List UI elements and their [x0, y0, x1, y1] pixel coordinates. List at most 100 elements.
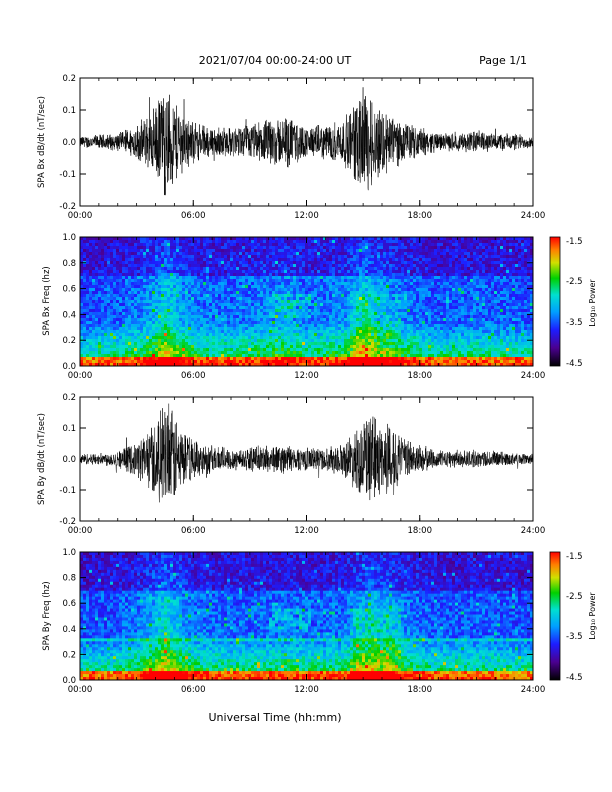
heatmap-cell	[290, 285, 294, 289]
heatmap-cell	[380, 336, 384, 340]
heatmap-cell	[227, 318, 231, 322]
heatmap-cell	[257, 312, 261, 316]
heatmap-cell	[254, 315, 258, 319]
heatmap-cell	[347, 336, 351, 340]
heatmap-cell	[203, 276, 207, 280]
heatmap-cell	[251, 243, 255, 247]
heatmap-cell	[212, 309, 216, 313]
heatmap-cell	[383, 321, 387, 325]
heatmap-cell	[200, 267, 204, 271]
heatmap-cell	[419, 279, 423, 283]
heatmap-cell	[119, 342, 123, 346]
heatmap-cell	[335, 318, 339, 322]
heatmap-cell	[236, 246, 240, 250]
heatmap-cell	[254, 255, 258, 259]
x-tick-label: 06:00	[181, 211, 206, 221]
heatmap-cell	[401, 273, 405, 277]
heatmap-cell	[227, 309, 231, 313]
heatmap-cell	[371, 324, 375, 328]
heatmap-cell	[116, 306, 120, 310]
heatmap-cell	[305, 291, 309, 295]
heatmap-cell	[404, 264, 408, 268]
heatmap-cell	[368, 240, 372, 244]
heatmap-cell	[416, 294, 420, 298]
heatmap-cell	[113, 252, 117, 256]
heatmap-cell	[386, 243, 390, 247]
heatmap-cell	[161, 312, 165, 316]
heatmap-cell	[401, 354, 405, 358]
heatmap-cell	[275, 357, 279, 361]
heatmap-cell	[383, 291, 387, 295]
heatmap-cell	[359, 309, 363, 313]
y-tick-label: -0.1	[59, 170, 76, 180]
heatmap-cell	[287, 297, 291, 301]
heatmap-cell	[191, 279, 195, 283]
heatmap-cell	[188, 351, 192, 355]
heatmap-cell	[386, 342, 390, 346]
heatmap-cell	[191, 336, 195, 340]
heatmap-cell	[275, 285, 279, 289]
heatmap-cell	[209, 285, 213, 289]
heatmap-cell	[185, 360, 189, 364]
heatmap-cell	[224, 267, 228, 271]
heatmap-cell	[218, 282, 222, 286]
heatmap-cell	[239, 282, 243, 286]
heatmap-cell	[353, 309, 357, 313]
heatmap-cell	[164, 240, 168, 244]
heatmap-cell	[338, 342, 342, 346]
heatmap-cell	[368, 246, 372, 250]
heatmap-cell	[194, 249, 198, 253]
heatmap-cell	[122, 357, 126, 361]
heatmap-cell	[413, 240, 417, 244]
heatmap-cell	[317, 249, 321, 253]
heatmap-cell	[314, 315, 318, 319]
heatmap-cell	[203, 288, 207, 292]
heatmap-cell	[326, 276, 330, 280]
heatmap-cell	[362, 237, 366, 241]
heatmap-cell	[377, 288, 381, 292]
heatmap-cell	[338, 288, 342, 292]
heatmap-cell	[170, 291, 174, 295]
heatmap-cell	[263, 255, 267, 259]
heatmap-cell	[269, 297, 273, 301]
heatmap-cell	[401, 294, 405, 298]
heatmap-cell	[362, 288, 366, 292]
heatmap-cell	[200, 321, 204, 325]
heatmap-cell	[146, 327, 150, 331]
heatmap-cell	[281, 282, 285, 286]
heatmap-cell	[311, 363, 315, 367]
heatmap-cell	[95, 318, 99, 322]
heatmap-cell	[164, 273, 168, 277]
heatmap-cell	[383, 258, 387, 262]
heatmap-cell	[98, 240, 102, 244]
heatmap-cell	[353, 336, 357, 340]
heatmap-cell	[269, 339, 273, 343]
heatmap-cell	[218, 351, 222, 355]
heatmap-cell	[389, 345, 393, 349]
heatmap-cell	[149, 306, 153, 310]
heatmap-cell	[344, 288, 348, 292]
heatmap-cell	[344, 342, 348, 346]
heatmap-cell	[383, 336, 387, 340]
heatmap-cell	[224, 243, 228, 247]
heatmap-cell	[392, 342, 396, 346]
heatmap-cell	[413, 255, 417, 259]
heatmap-cell	[119, 276, 123, 280]
heatmap-cell	[107, 315, 111, 319]
heatmap-cell	[416, 258, 420, 262]
heatmap-cell	[269, 318, 273, 322]
heatmap-cell	[332, 324, 336, 328]
heatmap-cell	[89, 348, 93, 352]
heatmap-cell	[245, 360, 249, 364]
heatmap-cell	[251, 261, 255, 265]
heatmap-cell	[281, 300, 285, 304]
heatmap-cell	[401, 324, 405, 328]
heatmap-cell	[215, 258, 219, 262]
heatmap-cell	[116, 315, 120, 319]
heatmap-cell	[98, 276, 102, 280]
heatmap-cell	[137, 351, 141, 355]
heatmap-cell	[107, 312, 111, 316]
heatmap-cell	[224, 321, 228, 325]
heatmap-cell	[83, 294, 87, 298]
heatmap-cell	[317, 285, 321, 289]
